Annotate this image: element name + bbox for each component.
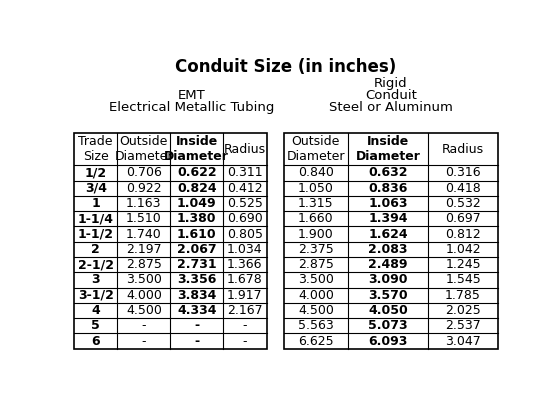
Text: 0.836: 0.836	[368, 182, 408, 195]
Text: 1.034: 1.034	[227, 243, 263, 256]
Text: 3.500: 3.500	[298, 274, 334, 287]
Text: 0.418: 0.418	[445, 182, 481, 195]
Text: Steel or Aluminum: Steel or Aluminum	[329, 101, 453, 114]
Text: 2.875: 2.875	[298, 258, 334, 271]
Text: 4.050: 4.050	[368, 304, 408, 317]
Text: 6.625: 6.625	[298, 335, 334, 348]
Text: 0.840: 0.840	[298, 166, 334, 179]
Text: 1.678: 1.678	[227, 274, 263, 287]
Text: 0.697: 0.697	[445, 212, 481, 225]
Text: 2: 2	[92, 243, 100, 256]
Text: 4.500: 4.500	[298, 304, 334, 317]
Text: 4.000: 4.000	[126, 289, 162, 302]
Text: 6: 6	[92, 335, 100, 348]
Text: Conduit: Conduit	[365, 89, 417, 102]
Text: 1-1/4: 1-1/4	[78, 212, 114, 225]
Text: 3-1/2: 3-1/2	[78, 289, 114, 302]
Text: Outside
Diameter: Outside Diameter	[114, 135, 173, 163]
Text: 3.834: 3.834	[177, 289, 217, 302]
Text: 3: 3	[92, 274, 100, 287]
Text: EMT: EMT	[178, 89, 206, 102]
Text: Rigid: Rigid	[374, 77, 408, 90]
Text: 1-1/2: 1-1/2	[78, 227, 114, 241]
Text: -: -	[194, 319, 199, 332]
Text: 0.706: 0.706	[126, 166, 162, 179]
Text: 1.042: 1.042	[445, 243, 481, 256]
Text: 2.083: 2.083	[368, 243, 408, 256]
Text: 3.500: 3.500	[126, 274, 162, 287]
Text: 1.917: 1.917	[227, 289, 263, 302]
Text: 1.624: 1.624	[368, 227, 408, 241]
Text: 4.000: 4.000	[298, 289, 334, 302]
Text: Outside
Diameter: Outside Diameter	[287, 135, 345, 163]
Text: 0.622: 0.622	[177, 166, 217, 179]
Text: 0.532: 0.532	[445, 197, 481, 210]
Text: 1/2: 1/2	[85, 166, 107, 179]
Text: 2.731: 2.731	[177, 258, 217, 271]
Text: 1.315: 1.315	[298, 197, 334, 210]
Text: 2-1/2: 2-1/2	[78, 258, 114, 271]
Text: 2.025: 2.025	[445, 304, 481, 317]
Text: 0.812: 0.812	[445, 227, 481, 241]
Text: 2.197: 2.197	[126, 243, 162, 256]
Text: 1.545: 1.545	[445, 274, 481, 287]
Text: 0.805: 0.805	[227, 227, 263, 241]
Text: 1.900: 1.900	[298, 227, 334, 241]
Text: 0.316: 0.316	[445, 166, 481, 179]
Text: Inside
Diameter: Inside Diameter	[356, 135, 421, 163]
Text: -: -	[243, 319, 247, 332]
Text: Electrical Metallic Tubing: Electrical Metallic Tubing	[109, 101, 275, 114]
Text: 1.785: 1.785	[445, 289, 481, 302]
Text: 1.610: 1.610	[177, 227, 217, 241]
Text: 1.050: 1.050	[298, 182, 334, 195]
Text: 1: 1	[92, 197, 100, 210]
Text: Radius: Radius	[224, 143, 266, 156]
Bar	[284, 133, 498, 349]
Text: Trade
Size: Trade Size	[79, 135, 113, 163]
Text: 3/4: 3/4	[85, 182, 107, 195]
Text: 4.334: 4.334	[177, 304, 217, 317]
Text: 1.245: 1.245	[445, 258, 481, 271]
Text: 2.875: 2.875	[126, 258, 162, 271]
Text: 3.356: 3.356	[177, 274, 217, 287]
Text: 5.563: 5.563	[298, 319, 334, 332]
Text: -: -	[194, 335, 199, 348]
Text: 3.047: 3.047	[445, 335, 481, 348]
Text: Inside
Diameter: Inside Diameter	[164, 135, 229, 163]
Text: 2.375: 2.375	[298, 243, 334, 256]
Text: 0.824: 0.824	[177, 182, 217, 195]
Text: 1.660: 1.660	[298, 212, 334, 225]
Text: -: -	[142, 335, 146, 348]
Bar	[74, 133, 267, 349]
Text: Radius: Radius	[442, 143, 484, 156]
Text: 2.537: 2.537	[445, 319, 481, 332]
Text: 6.093: 6.093	[368, 335, 408, 348]
Text: 2.067: 2.067	[177, 243, 217, 256]
Text: 0.412: 0.412	[227, 182, 263, 195]
Text: 3.090: 3.090	[368, 274, 408, 287]
Text: 2.489: 2.489	[368, 258, 408, 271]
Text: 0.311: 0.311	[227, 166, 263, 179]
Text: 1.394: 1.394	[368, 212, 408, 225]
Text: Conduit Size (in inches): Conduit Size (in inches)	[175, 58, 397, 76]
Text: 1.510: 1.510	[126, 212, 162, 225]
Text: -: -	[142, 319, 146, 332]
Text: -: -	[243, 335, 247, 348]
Text: 1.163: 1.163	[126, 197, 162, 210]
Text: 1.380: 1.380	[177, 212, 217, 225]
Text: 3.570: 3.570	[368, 289, 408, 302]
Text: 0.922: 0.922	[126, 182, 162, 195]
Text: 1.063: 1.063	[368, 197, 408, 210]
Text: 4: 4	[92, 304, 100, 317]
Text: 2.167: 2.167	[227, 304, 263, 317]
Text: 1.740: 1.740	[126, 227, 162, 241]
Text: 5.073: 5.073	[368, 319, 408, 332]
Text: 5: 5	[92, 319, 100, 332]
Text: 1.366: 1.366	[227, 258, 263, 271]
Text: 0.690: 0.690	[227, 212, 263, 225]
Text: 4.500: 4.500	[126, 304, 162, 317]
Text: 1.049: 1.049	[177, 197, 217, 210]
Text: 0.632: 0.632	[368, 166, 408, 179]
Text: 0.525: 0.525	[227, 197, 263, 210]
